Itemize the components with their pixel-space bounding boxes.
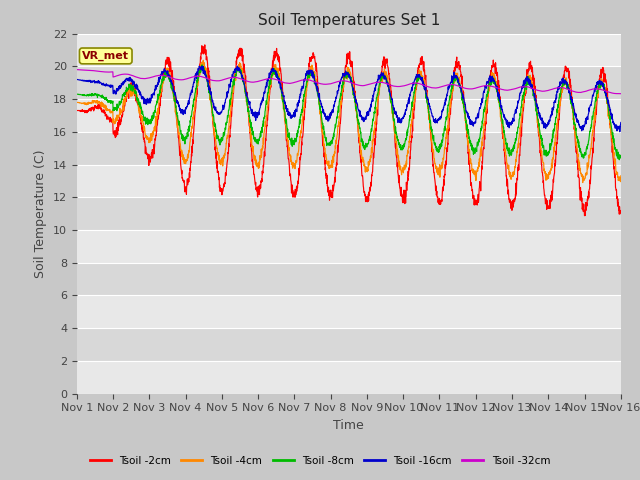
Bar (77, 328, 621, 361)
Tsoil -8cm (376, 76, 384, 82)
Title: Soil Temperatures Set 1: Soil Temperatures Set 1 (258, 13, 440, 28)
Tsoil -8cm (616, 157, 623, 163)
Line: Tsoil -2cm: Tsoil -2cm (77, 45, 621, 216)
Tsoil -32cm (225, 75, 232, 81)
Text: VR_met: VR_met (82, 51, 129, 61)
Tsoil -32cm (617, 91, 625, 96)
Tsoil -2cm (569, 107, 577, 112)
Tsoil -4cm (200, 58, 207, 63)
Tsoil -4cm (617, 173, 625, 179)
Tsoil -4cm (225, 127, 232, 132)
Tsoil -8cm (569, 109, 577, 115)
Tsoil -16cm (507, 121, 515, 127)
Tsoil -4cm (579, 180, 587, 185)
Tsoil -2cm (201, 42, 209, 48)
Tsoil -8cm (617, 154, 625, 160)
Tsoil -8cm (584, 142, 592, 148)
Tsoil -16cm (376, 72, 384, 77)
Tsoil -8cm (507, 152, 515, 158)
Tsoil -2cm (365, 198, 372, 204)
Bar (77, 295, 621, 328)
Bar (77, 197, 621, 230)
Tsoil -8cm (365, 140, 372, 145)
Tsoil -4cm (569, 111, 577, 117)
Line: Tsoil -32cm: Tsoil -32cm (77, 70, 621, 94)
Line: Tsoil -4cm: Tsoil -4cm (77, 60, 621, 182)
Tsoil -32cm (584, 88, 591, 94)
Tsoil -16cm (73, 76, 81, 82)
Y-axis label: Soil Temperature (C): Soil Temperature (C) (35, 149, 47, 278)
Bar (77, 263, 621, 295)
Bar (77, 230, 621, 263)
Tsoil -2cm (507, 199, 515, 204)
Line: Tsoil -16cm: Tsoil -16cm (77, 66, 621, 132)
Tsoil -16cm (365, 112, 372, 118)
X-axis label: Time: Time (333, 419, 364, 432)
Bar (77, 165, 621, 197)
Tsoil -4cm (365, 163, 372, 168)
Tsoil -2cm (73, 108, 81, 113)
Tsoil -16cm (616, 129, 623, 134)
Line: Tsoil -8cm: Tsoil -8cm (77, 65, 621, 160)
Bar (77, 99, 621, 132)
Legend: Tsoil -2cm, Tsoil -4cm, Tsoil -8cm, Tsoil -16cm, Tsoil -32cm: Tsoil -2cm, Tsoil -4cm, Tsoil -8cm, Tsoi… (86, 452, 554, 470)
Tsoil -8cm (73, 91, 81, 97)
Tsoil -4cm (73, 99, 81, 105)
Tsoil -2cm (376, 77, 384, 83)
Tsoil -2cm (584, 195, 592, 201)
Tsoil -32cm (365, 82, 372, 87)
Tsoil -2cm (225, 141, 232, 147)
Tsoil -4cm (376, 79, 384, 85)
Tsoil -32cm (73, 67, 81, 72)
Tsoil -8cm (225, 108, 232, 113)
Tsoil -32cm (569, 88, 577, 94)
Tsoil -2cm (617, 211, 625, 216)
Tsoil -4cm (584, 164, 592, 169)
Tsoil -4cm (507, 176, 515, 182)
Bar (77, 66, 621, 99)
Bar (77, 361, 621, 394)
Bar (77, 132, 621, 165)
Tsoil -16cm (584, 113, 592, 119)
Tsoil -16cm (617, 120, 625, 125)
Tsoil -8cm (198, 62, 206, 68)
Tsoil -16cm (234, 63, 241, 69)
Tsoil -32cm (507, 87, 515, 93)
Tsoil -2cm (580, 213, 588, 218)
Bar (77, 34, 621, 66)
Tsoil -16cm (225, 88, 232, 94)
Tsoil -32cm (376, 79, 384, 85)
Tsoil -16cm (569, 100, 577, 106)
